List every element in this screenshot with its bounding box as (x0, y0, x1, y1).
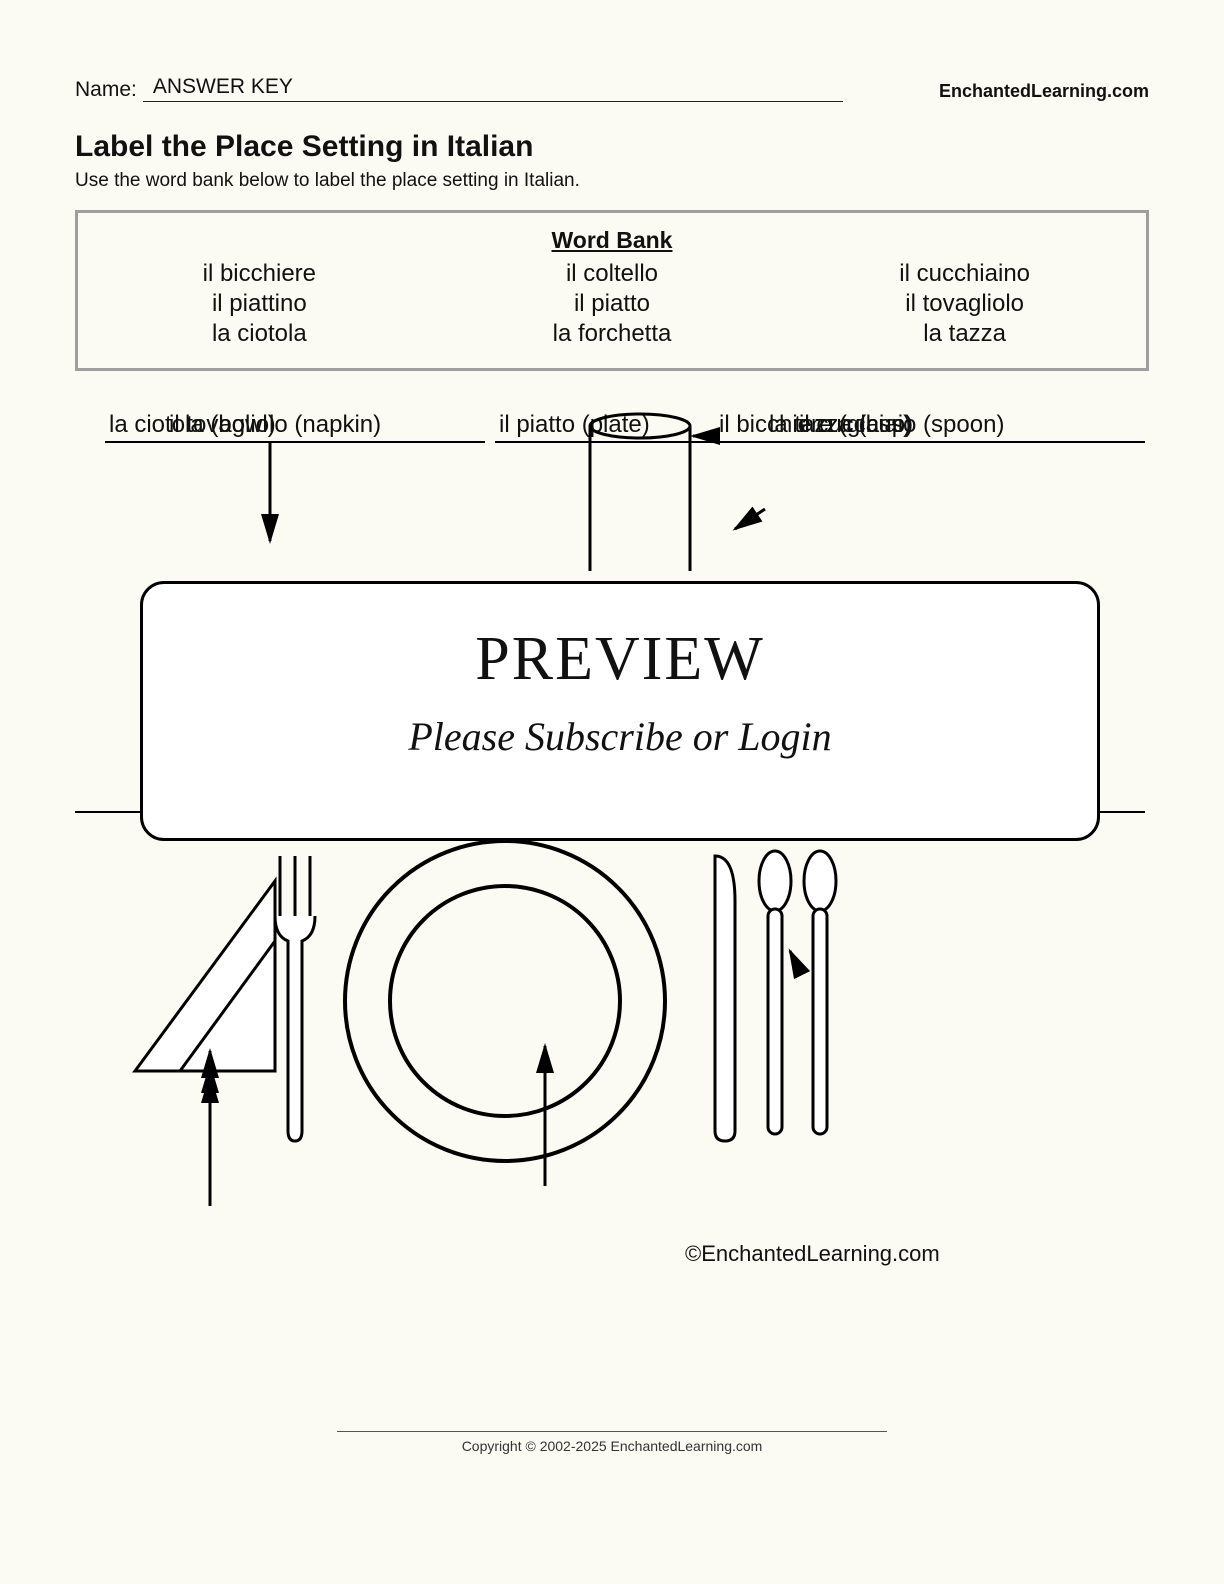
wb-item: la forchetta (441, 320, 784, 348)
footer-copyright: Copyright © 2002-2025 EnchantedLearning.… (337, 1431, 887, 1454)
diagram-area: la ciotola (bowl) il bicchiere (glass) l… (75, 411, 1149, 1311)
worksheet-title: Label the Place Setting in Italian (75, 130, 1149, 164)
word-bank-grid: il bicchiere il coltello il cucchiaino i… (88, 260, 1136, 348)
wb-item: il piattino (88, 290, 431, 318)
name-value-line: ANSWER KEY (143, 75, 843, 102)
word-bank-title: Word Bank (88, 227, 1136, 254)
wb-item: il piatto (441, 290, 784, 318)
instructions-text: Use the word bank below to label the pla… (75, 170, 1149, 192)
wb-item: il bicchiere (88, 260, 431, 288)
preview-title: PREVIEW (143, 624, 1097, 695)
header-row: Name: ANSWER KEY EnchantedLearning.com (75, 75, 1149, 102)
page-footer: Copyright © 2002-2025 EnchantedLearning.… (0, 1431, 1224, 1454)
wb-item: la tazza (793, 320, 1136, 348)
preview-overlay: PREVIEW Please Subscribe or Login (140, 581, 1100, 841)
word-bank-box: Word Bank il bicchiere il coltello il cu… (75, 210, 1149, 371)
diagram-svg (75, 411, 1149, 1311)
worksheet-page: Name: ANSWER KEY EnchantedLearning.com L… (75, 75, 1149, 1311)
site-name: EnchantedLearning.com (939, 81, 1149, 102)
name-label: Name: (75, 78, 137, 102)
wb-item: il tovagliolo (793, 290, 1136, 318)
wb-item: il cucchiaino (793, 260, 1136, 288)
preview-subtitle: Please Subscribe or Login (143, 713, 1097, 760)
wb-item: il coltello (441, 260, 784, 288)
wb-item: la ciotola (88, 320, 431, 348)
name-block: Name: ANSWER KEY (75, 75, 843, 102)
